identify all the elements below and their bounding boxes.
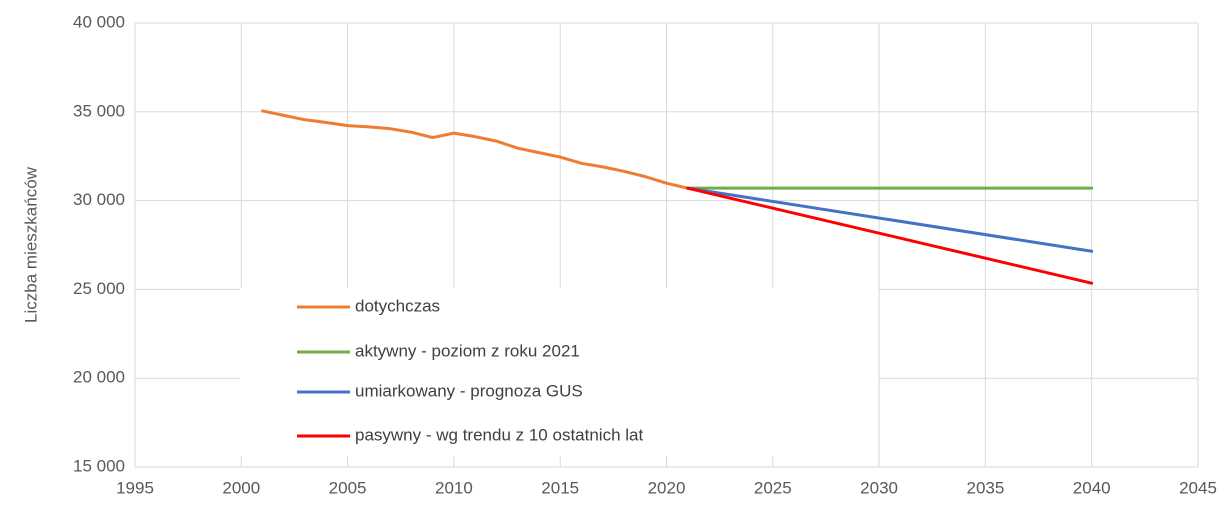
x-tick-label: 2005 [329,478,367,497]
y-axis-label: Liczba mieszkańców [21,166,40,323]
x-tick-label: 2030 [860,478,898,497]
y-tick-label: 15 000 [73,456,125,475]
y-tick-label: 20 000 [73,368,125,387]
y-tick-label: 35 000 [73,101,125,120]
series-line [686,186,1094,285]
x-tick-label: 2015 [541,478,579,497]
x-tick-label: 2000 [222,478,260,497]
x-tick-label: 1995 [116,478,154,497]
legend-label: aktywny - poziom z roku 2021 [355,341,580,360]
x-tick-label: 2020 [648,478,686,497]
legend: dotychczas aktywny - poziom z roku 2021 um… [240,288,878,456]
x-tick-label: 2035 [966,478,1004,497]
legend-label: pasywny - wg trendu z 10 ostatnich lat [355,425,643,444]
y-tick-label: 25 000 [73,279,125,298]
legend-label: umiarkowany - prognoza GUS [355,381,583,400]
x-tick-label: 2025 [754,478,792,497]
x-tick-label: 2040 [1073,478,1111,497]
y-tick-label: 30 000 [73,190,125,209]
legend-box [240,288,878,456]
x-tick-label: 2010 [435,478,473,497]
legend-label: dotychczas [355,296,440,315]
x-tick-label: 2045 [1179,478,1217,497]
series-line [261,109,690,190]
y-tick-label: 40 000 [73,12,125,31]
series-line [686,186,1094,253]
